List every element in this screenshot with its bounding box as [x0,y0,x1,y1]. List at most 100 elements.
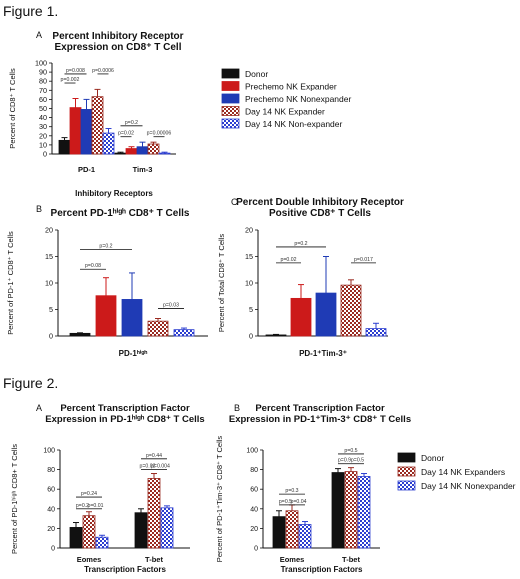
chart-title: Percent Transcription Factor [60,403,190,414]
p-value-label: p=0.44 [146,453,162,459]
y-tick-label: 20 [39,131,47,140]
bar [114,152,127,155]
y-tick-label: 0 [249,332,253,341]
y-tick-label: 60 [47,487,55,494]
bar [82,515,96,549]
y-tick-label: 10 [39,140,47,149]
p-value-label: p=0.017 [354,257,373,263]
legend-label: Donor [421,453,444,463]
p-value-label: p=0.02 [280,257,296,263]
bar [147,143,160,155]
x-axis-label: Inhibitory Receptors [75,189,153,198]
legend-label: Day 14 NK Non-expander [245,119,343,129]
category-label: Tim-3 [133,165,153,174]
chart-title: Percent PD-1ʰⁱᵍʰ CD8⁺ T Cells [51,207,190,219]
y-tick-label: 100 [246,448,258,455]
bar [315,292,337,337]
p-value-label: p=0.5 [279,499,292,505]
chart-panel-1b: B Percent PD-1ʰⁱᵍʰ CD8⁺ T Cells 0 5 10 15 20 Pe… [6,204,208,358]
chart-panel-2a: A Percent Transcription FactorExpression … [10,403,205,574]
panel-letter: A [36,30,42,40]
p-value-label: p=0.9 [338,458,351,464]
legend-label: Donor [245,69,268,79]
bar [357,476,371,549]
p-value-label: p=0.2 [76,503,89,509]
p-value-label: p=0.2 [99,244,112,250]
chart-title: Expression in PD-1ʰⁱᵍʰ CD8⁺ T Cells [45,413,204,425]
bar [91,96,104,155]
bar [80,109,93,155]
p-value-label: p=0.08 [85,263,101,269]
bar [285,510,299,549]
legend-label: Day 14 NK Expander [245,107,325,117]
p-value-label: p=0.00006 [147,131,172,137]
bar [95,295,117,337]
bar [365,328,387,337]
y-tick-label: 90 [39,68,47,77]
p-value-label: p=0.01 [87,503,103,509]
y-tick-label: 5 [49,305,53,314]
category-label: T-bet [145,555,163,564]
chart-title: Positive CD8⁺ T Cells [269,208,371,219]
p-value-label: p=0.2 [125,120,138,126]
y-tick-label: 100 [43,448,55,455]
p-value-label: p=0.004 [151,464,170,470]
bar [58,139,71,155]
chart-panel-2b: B Percent Transcription FactorExpression … [215,403,411,574]
y-axis-label: Percent of CD8⁺ T Cells [8,68,17,149]
bar [134,512,148,549]
legend-label: Day 14 NK Expanders [421,467,505,477]
y-tick-label: 80 [250,467,258,474]
figure2-heading: Figure 2. [3,375,58,391]
p-value-label: p=0.03 [163,302,179,308]
y-tick-label: 60 [250,487,258,494]
p-value-label: p=0.5 [344,448,357,454]
bar [158,152,171,155]
chart-title: Percent Double Inhibitory Receptor [236,197,404,208]
bar [331,472,345,549]
y-tick-label: 20 [250,526,258,533]
p-value-label: p=0.3 [285,488,298,494]
y-tick-label: 0 [254,546,258,553]
bar [147,478,161,549]
bar [102,132,115,155]
y-tick-label: 10 [245,279,253,288]
p-value-label: p=0.02 [139,464,155,470]
panel-letter: B [234,403,240,413]
y-tick-label: 20 [45,226,53,235]
legend-swatch [221,93,240,104]
y-tick-label: 40 [39,113,47,122]
y-axis-label: Percent of PD-1ʰⁱᵍʰ CD8+ T Cells [10,444,19,554]
y-tick-label: 15 [45,252,53,261]
bar [147,320,169,337]
y-tick-label: 0 [51,546,55,553]
p-value-label: p=0.5 [351,458,364,464]
legend-label: Prechemo NK Nonexpander [245,94,351,104]
panel-letter: C [231,197,238,207]
bar [298,524,312,549]
y-tick-label: 70 [39,86,47,95]
chart-title: Percent Transcription Factor [255,403,385,414]
y-axis-label: Percent of PD-1⁺Tim-3⁺ CD8⁺ T Cells [215,436,224,563]
legend-swatch [221,118,240,129]
p-value-label: p=0.002 [61,77,80,83]
bar [344,471,358,549]
chart-title: Expression on CD8⁺ T Cell [55,42,182,53]
panel-letter: A [36,403,42,413]
bar [136,146,149,155]
y-tick-label: 10 [45,279,53,288]
category-label: Eomes [77,555,102,564]
figure1-heading: Figure 1. [3,3,58,19]
x-axis-label: PD-1ʰⁱᵍʰ [119,348,148,358]
legend-swatch [397,466,416,477]
y-tick-label: 50 [39,104,47,113]
p-value-label: p=0.008 [66,68,85,74]
bar [95,536,109,549]
legend-figure1: Donor Prechemo NK Expander Prechemo NK Non… [221,68,351,129]
legend-swatch [221,68,240,79]
chart-title: Expression in PD-1⁺Tim-3⁺ CD8⁺ T Cells [229,414,411,425]
bar [173,329,195,337]
y-tick-label: 40 [47,506,55,513]
